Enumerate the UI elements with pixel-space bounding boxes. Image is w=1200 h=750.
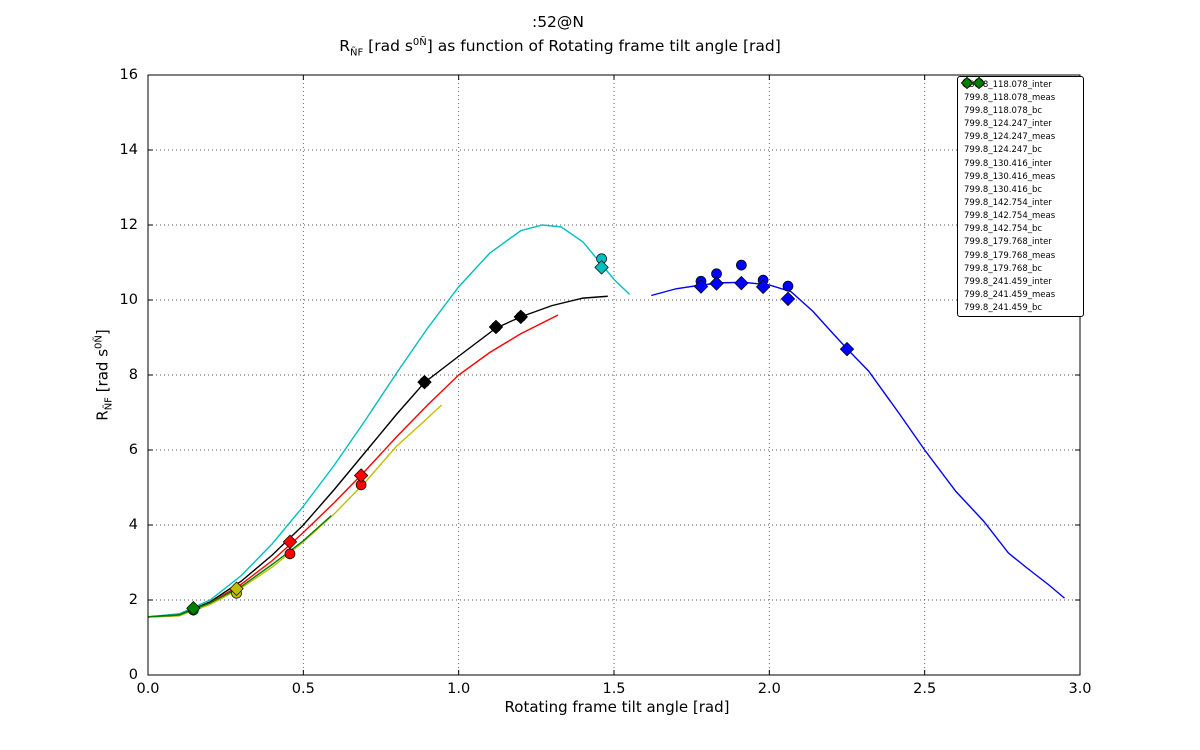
chart-title: :52@N [531,13,585,31]
subtitle-mid: [rad s [363,37,413,56]
marker-group-799.8_179.768 [229,581,244,599]
legend-label: 799.8_179.768_meas [964,250,1056,261]
subtitle-subscript: ÑF [350,47,364,59]
legend-label: 799.8_142.754_bc [964,224,1043,235]
chart-subtitle: RÑF [rad s0Ñ] as function of Rotating fr… [339,37,781,58]
subtitle-superscript: 0Ñ [412,37,427,48]
legend-label: 799.8_118.078_bc [964,105,1043,116]
marker-799.8_130.416_bc [513,309,528,325]
ylabel-superscript: 0Ñ [93,335,105,349]
marker-799.8_142.754_meas [284,548,296,560]
marker-799.8_142.754_bc [353,468,369,483]
ylabel-subscript: ÑF [103,397,115,411]
marker-group-799.8_130.416 [417,309,528,390]
legend-entry: 799.8_142.754_bc [961,77,1081,236]
marker-799.8_124.247_bc [594,260,609,275]
marker-799.8_118.078_bc [780,291,796,307]
marker-799.8_118.078_bc [755,279,771,295]
legend-entry: 799.8_241.459_bc [961,77,1081,315]
curve-799.8_241.459_inter [147,515,332,618]
x-tick-label: 0.0 [136,681,160,697]
legend-entry: 799.8_124.247_meas [961,78,1081,144]
legend-entry: 799.8_241.459_inter [961,82,1081,288]
marker-group-799.8_142.754 [282,468,369,560]
marker-group-799.8_241.459 [186,601,201,616]
y-tick-label: 16 [119,67,138,83]
y-tick-label: 10 [119,292,138,308]
marker-799.8_118.078_meas [782,280,794,292]
legend-label: 799.8_118.078_meas [964,92,1056,103]
y-tick-label: 0 [128,667,138,683]
ylabel-prefix: R [93,410,112,421]
marker-799.8_241.459_bc [186,601,201,616]
curves [147,224,1065,618]
legend-entry: 799.8_130.416_meas [961,78,1081,183]
legend-entry: 799.8_179.768_inter [961,82,1081,249]
marker-799.8_118.078_meas [736,259,747,271]
marker-799.8_130.416_bc [488,319,504,335]
ylabel-suffix: ] [93,329,112,336]
legend-label: 799.8_142.754_meas [964,211,1056,222]
legend-box: 799.8_118.078_inter 799.8_118.078_meas 799… [957,76,1084,317]
y-tick-label: 12 [119,217,138,233]
markers [186,253,855,616]
subtitle-suffix: ] as function of Rotating frame tilt ang… [426,37,781,56]
x-axis-label: Rotating frame tilt angle [rad] [504,698,730,716]
legend-entry: 799.8_118.078_bc [961,77,1081,118]
legend-label: 799.8_179.768_bc [964,263,1043,274]
curve-799.8_130.416_inter [147,295,608,618]
y-tick-label: 14 [119,142,138,158]
marker-group-799.8_118.078 [693,259,855,357]
legend-entry: 799.8_179.768_bc [961,77,1081,275]
marker-799.8_118.078_bc [839,341,855,357]
legend-label: 799.8_124.247_meas [964,132,1056,143]
legend-label: 799.8_124.247_inter [964,119,1052,130]
legend-label: 799.8_130.416_bc [964,184,1043,195]
marker-799.8_118.078_bc [709,276,724,291]
curve-799.8_124.247_inter [147,224,631,618]
legend-label: 799.8_241.459_inter [964,276,1052,287]
grid [148,75,1080,675]
y-tick-label: 2 [128,592,138,608]
x-tick-label: 1.0 [447,681,471,697]
legend-entry: 799.8_124.247_inter [961,82,1081,131]
x-tick-label: 0.5 [291,681,315,697]
legend-label: 799.8_241.459_meas [964,289,1056,300]
marker-799.8_130.416_bc [417,374,432,390]
diamond-marker-icon [961,77,973,89]
legend-label: 799.8_118.078_inter [964,79,1052,90]
legend-entry: 799.8_241.459_meas [961,78,1081,302]
legend-entry: 799.8_130.416_inter [961,82,1081,170]
diamond-marker-icon [973,77,985,89]
legend-entry: 799.8_130.416_bc [961,77,1081,196]
marker-799.8_142.754_bc [282,534,298,550]
legend-entry: 799.8_142.754_inter [961,82,1081,210]
y-tick-label: 4 [128,517,138,533]
x-tick-label: 2.5 [913,681,937,697]
legend-entry: 799.8_142.754_meas [961,78,1081,223]
legend-entry: 799.8_118.078_meas [961,78,1081,104]
marker-799.8_118.078_bc [734,275,749,291]
y-tick-label: 8 [128,367,138,383]
legend-label: 799.8_241.459_bc [964,303,1043,314]
marker-799.8_118.078_bc [693,279,709,294]
legend-label: 799.8_130.416_inter [964,158,1052,169]
legend-label: 799.8_130.416_meas [964,171,1056,182]
curve-799.8_118.078_inter [651,281,1065,599]
x-tick-label: 1.5 [602,681,626,697]
marker-group-799.8_124.247 [594,253,609,275]
y-tick-label: 6 [128,442,138,458]
x-tick-label: 2.0 [757,681,781,697]
legend-label: 799.8_142.754_inter [964,197,1052,208]
legend-entry: 799.8_124.247_bc [961,77,1081,157]
marker-799.8_179.768_bc [229,581,244,596]
legend-diamonds-sample [961,77,985,89]
legend-entry: 799.8_179.768_meas [961,78,1081,262]
subtitle-prefix: R [339,37,350,56]
legend-label: 799.8_124.247_bc [964,145,1043,156]
legend-label: 799.8_179.768_inter [964,237,1052,248]
x-tick-label: 3.0 [1068,681,1092,697]
